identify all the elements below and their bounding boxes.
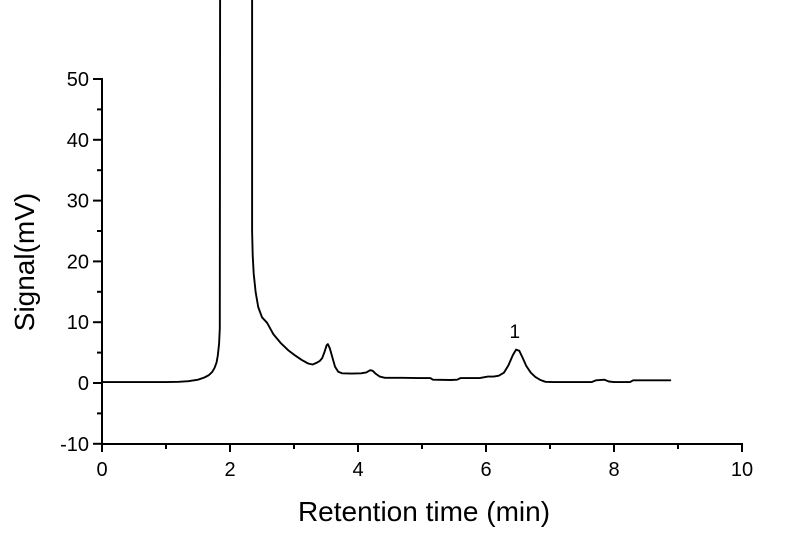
- y-tick-label: 10: [67, 312, 89, 334]
- chromatogram-trace: [101, 0, 672, 384]
- x-tick-label: 8: [608, 459, 619, 481]
- x-tick-label: 6: [480, 459, 491, 481]
- x-tick-label: 4: [352, 459, 363, 481]
- y-tick-label: -10: [60, 434, 89, 456]
- x-tick-label: 10: [731, 459, 753, 481]
- x-tick-label: 0: [96, 459, 107, 481]
- y-tick-label: 30: [67, 191, 89, 213]
- axes: [101, 78, 743, 445]
- x-tick-label: 2: [224, 459, 235, 481]
- peak-annotation: 1: [510, 322, 521, 343]
- y-tick-label: 20: [67, 251, 89, 273]
- y-tick-label: 40: [67, 130, 89, 152]
- trace-group: [101, 0, 672, 384]
- x-axis-label: Retention time (min): [298, 496, 550, 527]
- y-tick-label: 0: [78, 373, 89, 395]
- axis-ticks: [93, 78, 743, 452]
- y-tick-label: 50: [67, 69, 89, 91]
- y-axis-label: Signal(mV): [9, 193, 40, 331]
- axis-tick-labels: 0 2 4 6 8 10 -10 0 10 20 30 40 50: [60, 69, 753, 481]
